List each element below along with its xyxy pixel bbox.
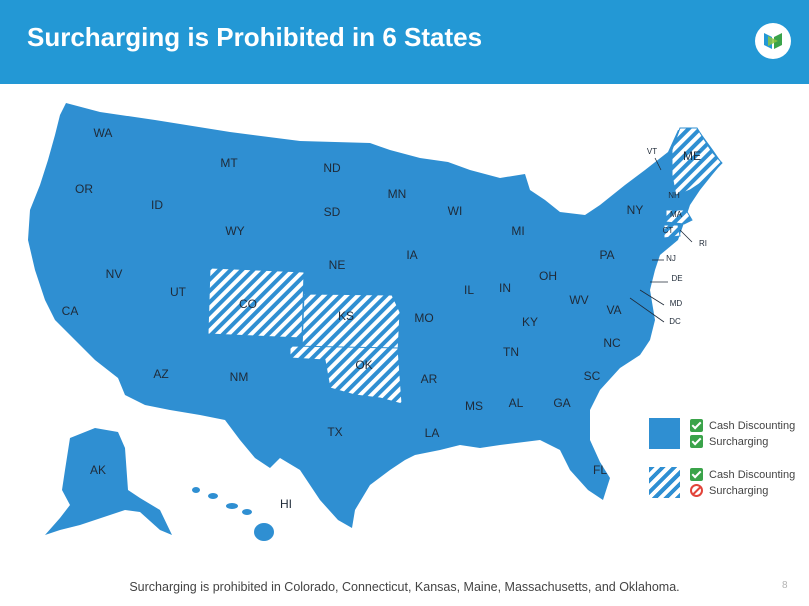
state-label-ca: CA xyxy=(62,304,79,318)
state-ct xyxy=(663,224,681,239)
state-label-tx: TX xyxy=(327,425,342,439)
state-label-ne: NE xyxy=(329,258,346,272)
legend-row: Cash Discounting xyxy=(690,467,795,482)
state-label-mn: MN xyxy=(388,187,407,201)
state-ok xyxy=(289,345,403,405)
legend-swatch-solid xyxy=(649,418,680,449)
state-label-nd: ND xyxy=(323,161,341,175)
state-label-tn: TN xyxy=(503,345,519,359)
state-label-nv: NV xyxy=(106,267,123,281)
state-label-dc: DC xyxy=(669,317,681,326)
state-label-al: AL xyxy=(509,396,524,410)
state-label-md: MD xyxy=(670,299,683,308)
state-ks xyxy=(301,293,401,353)
prohibited-icon xyxy=(690,484,703,497)
page-number: 8 xyxy=(782,580,788,591)
state-label-sd: SD xyxy=(324,205,341,219)
state-ma xyxy=(665,209,693,225)
state-label-pa: PA xyxy=(599,248,614,262)
legend-row: Surcharging xyxy=(690,434,768,449)
state-label-or: OR xyxy=(75,182,93,196)
state-label-id: ID xyxy=(151,198,163,212)
state-label-nh: NH xyxy=(668,191,680,200)
state-label-va: VA xyxy=(606,303,621,317)
check-icon xyxy=(690,419,703,432)
state-label-ky: KY xyxy=(522,315,538,329)
state-label-de: DE xyxy=(671,274,682,283)
check-icon xyxy=(690,468,703,481)
state-label-oh: OH xyxy=(539,269,557,283)
state-label-ar: AR xyxy=(421,372,438,386)
state-label-ma: MA xyxy=(670,210,683,219)
us-map: WA OR CA ID NV MT WY UT AZ CO NM ND SD NE KS OK TX MN IA MO… xyxy=(28,103,723,541)
state-label-la: LA xyxy=(425,426,440,440)
state-label-ok: OK xyxy=(355,358,372,372)
legend-item-allowed: Cash Discounting Surcharging xyxy=(649,416,804,450)
state-label-az: AZ xyxy=(153,367,168,381)
state-label-ga: GA xyxy=(553,396,570,410)
state-label-wi: WI xyxy=(448,204,463,218)
title-bar: Surcharging is Prohibited in 6 States xyxy=(0,0,809,84)
state-label-ri: RI xyxy=(699,239,707,248)
state-label-mo: MO xyxy=(414,311,433,325)
state-label-nj: NJ xyxy=(666,254,676,263)
state-label-ak: AK xyxy=(90,463,106,477)
state-label-fl: FL xyxy=(593,463,607,477)
legend-swatch-hatched xyxy=(649,467,680,498)
state-label-wa: WA xyxy=(94,126,113,140)
state-label-hi: HI xyxy=(280,497,292,511)
hawaii-shape xyxy=(192,487,274,541)
state-label-ut: UT xyxy=(170,285,187,299)
state-label-mt: MT xyxy=(220,156,238,170)
state-label-sc: SC xyxy=(584,369,601,383)
check-icon xyxy=(690,435,703,448)
state-label-ia: IA xyxy=(406,248,417,262)
company-logo-icon xyxy=(755,23,791,59)
state-label-wy: WY xyxy=(225,224,244,238)
state-label-nm: NM xyxy=(230,370,249,384)
state-labels: WA OR CA ID NV MT WY UT AZ CO NM ND SD NE KS OK TX MN IA MO… xyxy=(62,126,707,511)
state-label-mi: MI xyxy=(511,224,524,238)
state-label-ny: NY xyxy=(627,203,644,217)
state-label-il: IL xyxy=(464,283,474,297)
state-label-co: CO xyxy=(239,297,257,311)
legend-row: Cash Discounting xyxy=(690,418,795,433)
state-label-wv: WV xyxy=(569,293,588,307)
alaska-shape xyxy=(45,428,172,535)
state-label-ct: CT xyxy=(663,226,674,235)
footer-note: Surcharging is prohibited in Colorado, C… xyxy=(129,580,680,594)
state-label-me: ME xyxy=(683,149,701,163)
state-label-nc: NC xyxy=(603,336,621,350)
page-title: Surcharging is Prohibited in 6 States xyxy=(27,22,483,52)
legend-row: Surcharging xyxy=(690,483,768,498)
callout-lines xyxy=(629,157,693,323)
state-label-vt: VT xyxy=(647,147,657,156)
legend-item-prohibited: Cash Discounting Surcharging xyxy=(649,465,804,499)
state-label-ks: KS xyxy=(338,309,354,323)
state-label-in: IN xyxy=(499,281,511,295)
state-me xyxy=(671,127,723,197)
state-label-ms: MS xyxy=(465,399,483,413)
